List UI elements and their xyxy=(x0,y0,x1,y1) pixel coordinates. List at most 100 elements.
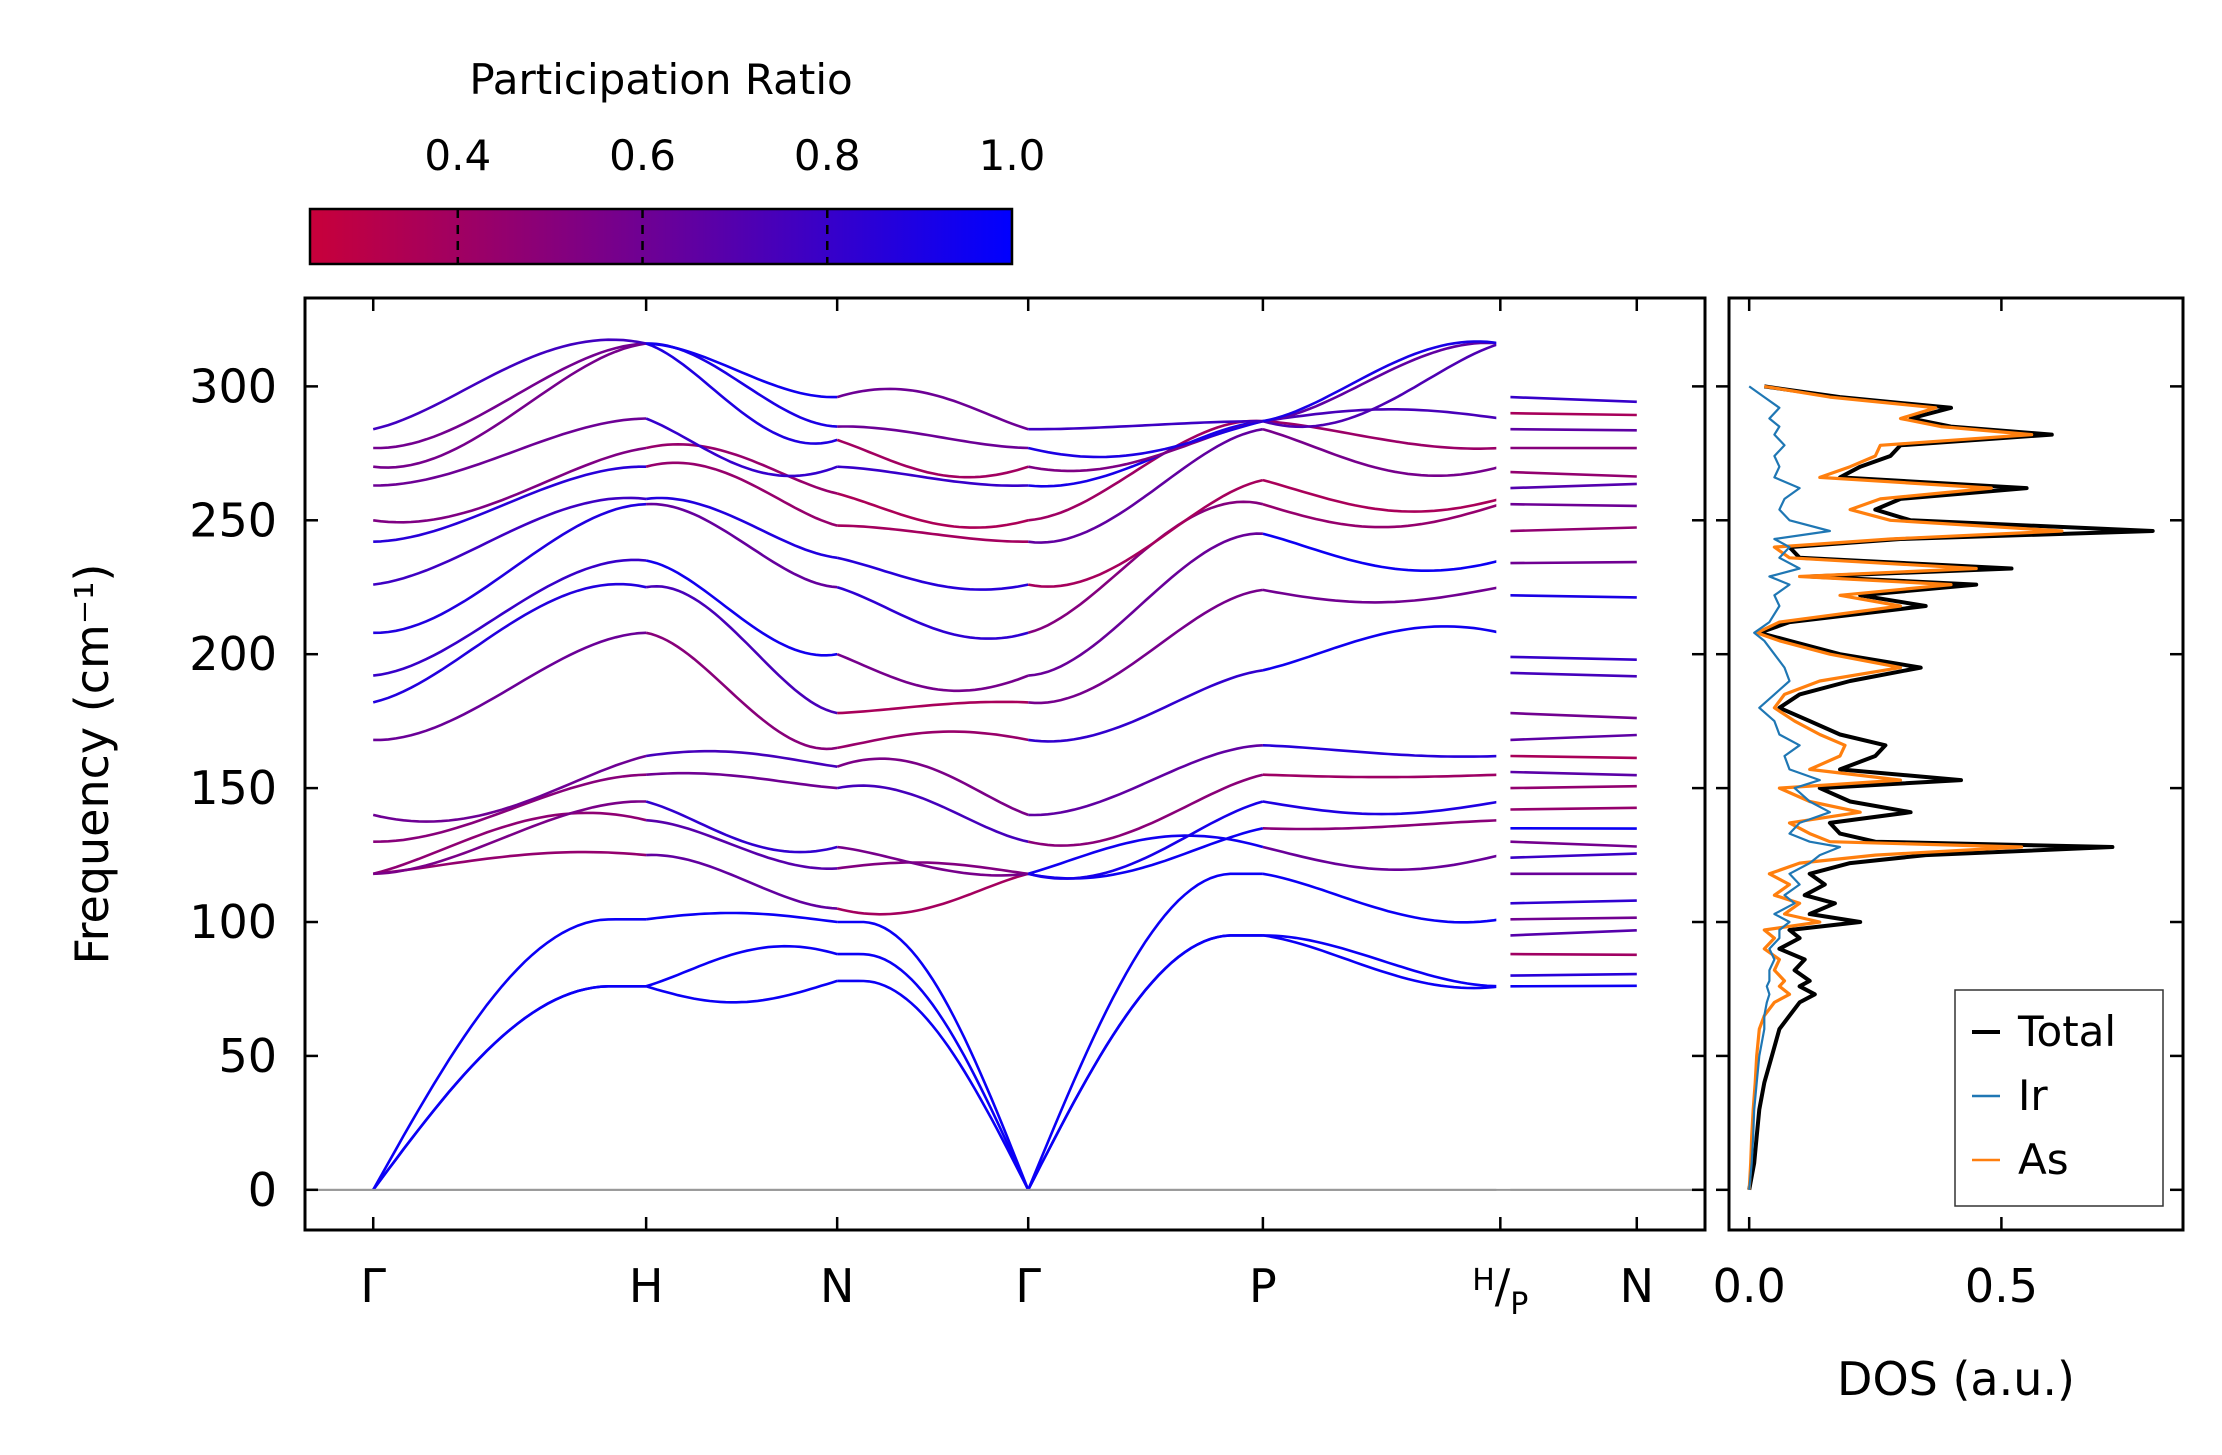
phonon-branch xyxy=(1510,427,1637,432)
phonon-branch xyxy=(1262,625,1501,672)
phonon-branch xyxy=(1510,711,1637,720)
band-xtick-label: N xyxy=(1620,1259,1654,1313)
phonon-branch xyxy=(1262,532,1501,572)
phonon-branch xyxy=(837,465,1029,487)
dos-curves xyxy=(1747,384,2155,1191)
phonon-branch xyxy=(1027,773,1264,847)
phonon-branch xyxy=(645,342,838,445)
phonon-branch xyxy=(1262,341,1501,423)
phonon-branch xyxy=(645,911,838,924)
phonon-branch xyxy=(645,442,838,495)
phonon-branch xyxy=(373,465,647,543)
band-xtick-label: H xyxy=(629,1259,664,1313)
phonon-branch xyxy=(373,342,647,450)
phonon-branch xyxy=(646,342,838,428)
band-xtick-label: Γ xyxy=(1015,1259,1041,1313)
phonon-branch xyxy=(372,918,647,1191)
phonon-branch xyxy=(1262,408,1501,423)
dos-curve-as xyxy=(1747,384,2064,1190)
phonon-branch xyxy=(1262,872,1501,924)
phonon-branch xyxy=(373,446,647,524)
phonon-branch xyxy=(1027,934,1263,1191)
phonon-branch xyxy=(1510,655,1637,661)
phonon-branch xyxy=(1027,478,1264,588)
phonon-branch xyxy=(1262,934,1501,990)
phonon-branch xyxy=(373,417,647,487)
band-ytick-label: 0 xyxy=(248,1163,277,1217)
phonon-branch xyxy=(836,585,1029,640)
band-xtick-label-part: / xyxy=(1495,1259,1511,1313)
phonon-branch xyxy=(837,845,1029,877)
phonon-branch xyxy=(373,342,647,469)
phonon-branch xyxy=(1027,419,1264,459)
phonon-branch xyxy=(1262,585,1501,604)
band-xtick-label-part: H xyxy=(1472,1263,1495,1298)
phonon-branch xyxy=(1028,669,1264,743)
phonon-branch xyxy=(645,818,838,870)
phonon-branch xyxy=(645,584,838,715)
phonon-branch xyxy=(836,872,1029,916)
colorbar-title: Participation Ratio xyxy=(469,55,852,104)
phonon-branch xyxy=(1262,744,1501,758)
phonon-branch xyxy=(1262,340,1501,423)
phonon-branch xyxy=(373,850,647,876)
phonon-branch xyxy=(1510,560,1637,565)
band-ytick-label: 150 xyxy=(189,761,277,815)
phonon-branch xyxy=(1262,773,1501,779)
dos-panel: 0.0 0.5 DOS (a.u.) Total Ir As xyxy=(1713,296,2185,1406)
phonon-branch xyxy=(373,496,647,586)
colorbar-tick-label: 1.0 xyxy=(979,131,1046,180)
dos-curve-ir xyxy=(1748,385,1842,1190)
band-ytick-label: 50 xyxy=(218,1029,277,1083)
phonon-branch xyxy=(1510,984,1637,988)
phonon-branch xyxy=(645,496,838,560)
band-xtick-label: Γ xyxy=(360,1259,386,1313)
phonon-branch xyxy=(836,757,1029,817)
band-x-axis: Γ H N Γ P H/P N xyxy=(360,298,1654,1322)
phonon-branch xyxy=(837,700,1029,715)
phonon-branch xyxy=(646,771,838,790)
phonon-branch xyxy=(1028,419,1264,488)
phonon-branch xyxy=(373,502,647,635)
phonon-branch xyxy=(645,417,838,478)
legend-label: Ir xyxy=(2018,1071,2048,1120)
phonon-branch xyxy=(645,749,838,768)
phonon-branch xyxy=(1510,784,1637,790)
phonon-branch xyxy=(1510,526,1637,533)
phonon-branch xyxy=(372,811,647,876)
path-break xyxy=(1496,300,1511,1228)
dos-curve-total xyxy=(1747,384,2155,1191)
phonon-branch xyxy=(645,461,838,527)
dos-xtick-label: 0.0 xyxy=(1713,1259,1786,1313)
band-ytick-label: 100 xyxy=(189,895,277,949)
phonon-branch xyxy=(645,944,838,988)
phonon-branch xyxy=(837,425,1029,450)
phonon-branch xyxy=(1510,952,1637,957)
colorbar-gradient xyxy=(308,207,1014,266)
legend-items: Total Ir As xyxy=(1972,1007,2116,1184)
phonon-branch xyxy=(1027,800,1264,880)
phonon-branch xyxy=(1262,342,1501,429)
phonon-branch xyxy=(1027,934,1263,1191)
phonon-branch xyxy=(1028,588,1264,705)
phonon-branch xyxy=(1510,482,1637,490)
phonon-branch xyxy=(836,652,1029,693)
phonon-branch xyxy=(837,861,1029,876)
phonon-branch xyxy=(645,800,838,854)
phonon-branch xyxy=(645,559,838,657)
phonon-branch xyxy=(1510,671,1637,678)
phonon-branch xyxy=(372,754,647,823)
phonon-branch xyxy=(836,784,1029,843)
legend-label: As xyxy=(2018,1135,2069,1184)
phonon-branch xyxy=(645,979,838,1004)
phonon-branch xyxy=(836,556,1029,591)
phonon-branch xyxy=(373,631,647,742)
dos-x-axis: 0.0 0.5 xyxy=(1713,298,2038,1313)
phonon-branch xyxy=(1027,500,1264,635)
legend: Total Ir As xyxy=(1954,989,2164,1207)
phonon-branch xyxy=(372,338,647,431)
phonon-branch xyxy=(1510,470,1637,478)
phonon-branch xyxy=(1028,427,1264,544)
